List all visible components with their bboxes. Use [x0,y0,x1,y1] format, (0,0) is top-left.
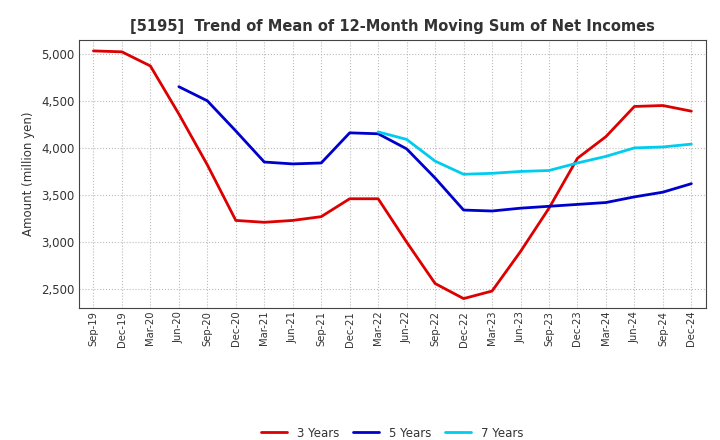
3 Years [602,134,611,139]
3 Years [459,296,468,301]
5 Years [516,205,525,211]
5 Years [630,194,639,199]
7 Years [573,160,582,165]
3 Years [487,288,496,293]
5 Years [203,98,212,103]
7 Years [431,158,439,164]
5 Years [459,207,468,213]
3 Years [687,109,696,114]
3 Years [346,196,354,202]
5 Years [573,202,582,207]
5 Years [289,161,297,167]
5 Years [431,176,439,181]
7 Years [630,145,639,150]
3 Years [431,281,439,286]
3 Years [89,48,98,54]
3 Years [146,63,155,69]
Line: 7 Years: 7 Years [378,132,691,174]
3 Years [630,104,639,109]
5 Years [374,131,382,136]
7 Years [602,154,611,159]
7 Years [545,168,554,173]
5 Years [545,204,554,209]
5 Years [174,84,183,89]
5 Years [687,181,696,186]
3 Years [402,239,411,245]
Y-axis label: Amount (million yen): Amount (million yen) [22,112,35,236]
3 Years [374,196,382,202]
5 Years [260,159,269,165]
3 Years [516,249,525,254]
Line: 3 Years: 3 Years [94,51,691,299]
3 Years [232,218,240,223]
3 Years [659,103,667,108]
7 Years [374,129,382,135]
5 Years [317,160,325,165]
5 Years [346,130,354,136]
7 Years [659,144,667,150]
3 Years [203,162,212,168]
3 Years [289,218,297,223]
3 Years [573,156,582,161]
5 Years [402,146,411,151]
7 Years [402,137,411,142]
5 Years [659,190,667,195]
Title: [5195]  Trend of Mean of 12-Month Moving Sum of Net Incomes: [5195] Trend of Mean of 12-Month Moving … [130,19,654,34]
5 Years [602,200,611,205]
7 Years [487,171,496,176]
3 Years [260,220,269,225]
Legend: 3 Years, 5 Years, 7 Years: 3 Years, 5 Years, 7 Years [261,427,523,440]
7 Years [459,172,468,177]
5 Years [232,128,240,134]
3 Years [117,49,126,55]
Line: 5 Years: 5 Years [179,87,691,211]
7 Years [687,142,696,147]
3 Years [317,214,325,219]
5 Years [487,209,496,214]
3 Years [174,111,183,117]
7 Years [516,169,525,174]
3 Years [545,205,554,211]
